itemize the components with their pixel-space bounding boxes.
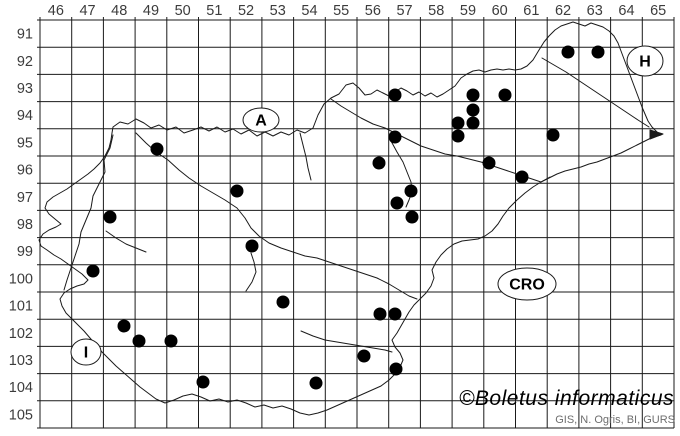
occurrence-dot xyxy=(405,210,419,224)
row-label: 103 xyxy=(9,353,33,369)
row-label: 91 xyxy=(17,27,33,43)
occurrence-dot xyxy=(591,45,605,59)
country-code-text: A xyxy=(255,113,267,130)
row-label: 105 xyxy=(9,407,33,423)
column-label: 56 xyxy=(365,3,381,19)
column-label: 55 xyxy=(333,3,349,19)
occurrence-dot xyxy=(404,184,418,198)
row-label: 99 xyxy=(17,244,33,260)
country-labels-layer: A H CRO I xyxy=(70,45,664,366)
river-idrijca xyxy=(105,230,147,253)
occurrence-dot xyxy=(230,184,244,198)
column-label: 46 xyxy=(48,3,64,19)
row-label: 95 xyxy=(17,135,33,151)
country-border-path xyxy=(38,21,662,416)
column-label: 50 xyxy=(175,3,191,19)
occurrence-dot xyxy=(103,210,117,224)
country-oval xyxy=(242,107,280,133)
occurrence-dot xyxy=(561,45,575,59)
occurrence-dot xyxy=(373,307,387,321)
occurrence-dot xyxy=(245,239,259,253)
row-label: 98 xyxy=(17,217,33,233)
country-code-text: CRO xyxy=(509,277,545,294)
occurrence-dot xyxy=(117,319,131,333)
occurrence-dot xyxy=(515,170,529,184)
column-label: 58 xyxy=(428,3,444,19)
country-label-A: A xyxy=(242,107,280,133)
country-code-text: H xyxy=(639,54,651,71)
column-label: 62 xyxy=(555,3,571,19)
country-oval xyxy=(70,338,102,366)
column-label: 65 xyxy=(650,3,666,19)
river-drava xyxy=(330,98,551,183)
occurrence-dot xyxy=(390,196,404,210)
border-arrow-tip xyxy=(649,129,664,140)
occurrence-dot xyxy=(132,334,146,348)
row-label: 101 xyxy=(9,299,33,315)
occurrence-dot xyxy=(498,88,512,102)
river-soca xyxy=(63,134,114,291)
river-mura xyxy=(541,57,650,128)
column-label: 61 xyxy=(523,3,539,19)
column-label: 57 xyxy=(396,3,412,19)
column-label: 64 xyxy=(618,3,634,19)
occurrence-dot xyxy=(451,116,465,130)
occurrence-dot xyxy=(86,264,100,278)
river-savinja xyxy=(390,140,413,208)
occurrence-dot xyxy=(389,362,403,376)
occurrence-dot xyxy=(357,349,371,363)
column-label: 51 xyxy=(206,3,222,19)
occurrence-dot xyxy=(196,375,210,389)
row-label: 96 xyxy=(17,163,33,179)
country-label-H: H xyxy=(626,45,664,77)
occurrence-dot xyxy=(388,130,402,144)
country-label-CRO: CRO xyxy=(497,267,557,301)
occurrence-dot xyxy=(150,142,164,156)
row-label: 102 xyxy=(9,326,33,342)
occurrence-dot xyxy=(372,156,386,170)
row-label: 92 xyxy=(17,54,33,70)
river-kamniska xyxy=(299,132,312,181)
row-label: 93 xyxy=(17,81,33,97)
country-label-I: I xyxy=(70,338,102,366)
occurrence-dot xyxy=(309,376,323,390)
row-label: 94 xyxy=(17,108,33,124)
river-krka xyxy=(300,330,393,353)
column-label: 53 xyxy=(270,3,286,19)
column-label: 63 xyxy=(587,3,603,19)
grid-layer xyxy=(37,17,675,429)
country-oval xyxy=(626,45,664,77)
occurrence-dot xyxy=(388,307,402,321)
occurrence-dot xyxy=(276,295,290,309)
country-oval xyxy=(497,267,557,301)
copyright-text: ©Boletus informaticus xyxy=(458,387,674,410)
occurrence-dot xyxy=(466,88,480,102)
column-label: 59 xyxy=(460,3,476,19)
column-label: 47 xyxy=(79,3,95,19)
column-label: 60 xyxy=(492,3,508,19)
row-label: 104 xyxy=(9,380,33,396)
row-label: 97 xyxy=(17,190,33,206)
occurrence-dot xyxy=(546,128,560,142)
river-ljubljanica xyxy=(245,252,257,292)
occurrence-dot xyxy=(482,156,496,170)
country-code-text: I xyxy=(84,345,88,362)
occurrence-dot xyxy=(466,116,480,130)
column-label: 48 xyxy=(111,3,127,19)
column-label: 52 xyxy=(238,3,254,19)
column-label: 49 xyxy=(143,3,159,19)
occurrence-dot xyxy=(388,88,402,102)
river-sava xyxy=(135,132,418,300)
row-label: 100 xyxy=(9,271,33,287)
country-outline-layer xyxy=(38,21,664,416)
sources-text: GIS, N. Ogris, BI, GURS xyxy=(555,414,675,426)
occurrence-dot xyxy=(451,129,465,143)
axis-labels-layer: 46 47 48 49 50 51 52 53 54 55 56 57 58 59 60 61 62 63 64 65… xyxy=(9,3,666,423)
occurrence-dots-layer xyxy=(86,45,605,390)
occurrence-dot xyxy=(466,103,480,117)
occurrence-dot xyxy=(164,334,178,348)
column-label: 54 xyxy=(301,3,317,19)
